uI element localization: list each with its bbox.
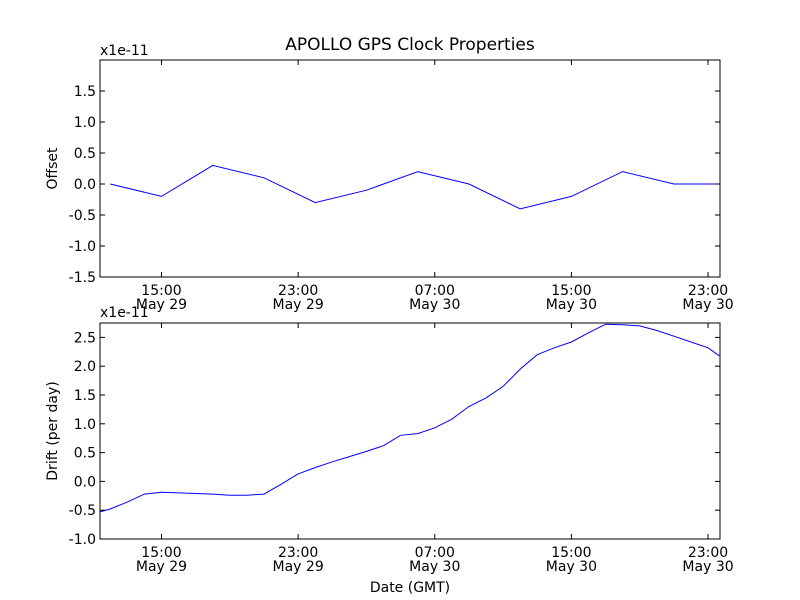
x-tick-time: 23:00	[688, 283, 728, 299]
y-tick-label: -1.5	[69, 270, 96, 286]
x-tick-date: May 30	[546, 559, 597, 575]
x-tick-date: May 29	[136, 559, 187, 575]
y-tick-label: 1.5	[74, 84, 96, 100]
y-tick-label: 2.5	[74, 330, 96, 346]
y-tick-label: 0.5	[74, 446, 96, 462]
x-tick-date: May 30	[546, 297, 597, 313]
y-tick-label: 2.0	[74, 359, 96, 375]
drift-series-line	[99, 323, 720, 513]
offset-series-line	[110, 164, 720, 210]
y-tick-label: -1.0	[69, 239, 96, 255]
y-tick-label: -0.5	[69, 503, 96, 519]
y-tick-label: 1.0	[74, 417, 96, 433]
x-tick-date: May 30	[409, 297, 460, 313]
y-tick-label: -0.5	[69, 208, 96, 224]
drift-panel: x1e-11 Drift (per day) Date (GMT) -1.0 -0…	[45, 305, 734, 596]
x-tick-time: 23:00	[278, 545, 318, 561]
offset-multiplier: x1e-11	[100, 43, 149, 59]
drift-plot-frame	[99, 322, 721, 540]
offset-y-axis-label: Offset	[45, 147, 61, 190]
offset-panel: x1e-11 Offset -1.5 -1.0 -0.5 0.0 0.5 1.0 1.5 1…	[45, 43, 734, 313]
x-tick-time: 15:00	[551, 545, 591, 561]
x-tick-date: May 30	[409, 559, 460, 575]
y-tick-label: 0.5	[74, 146, 96, 162]
drift-x-axis-label: Date (GMT)	[370, 580, 450, 596]
x-tick-date: May 30	[682, 297, 733, 313]
x-tick-time: 07:00	[415, 545, 455, 561]
x-tick-time: 15:00	[551, 283, 591, 299]
y-tick-label: 0.0	[74, 474, 96, 490]
x-tick-date: May 29	[273, 559, 324, 575]
x-tick-time: 07:00	[415, 283, 455, 299]
drift-multiplier: x1e-11	[100, 305, 149, 321]
y-tick-label: -1.0	[69, 532, 96, 548]
y-tick-label: 1.0	[74, 115, 96, 131]
x-tick-time: 23:00	[688, 545, 728, 561]
offset-y-ticks: -1.5 -1.0 -0.5 0.0 0.5 1.0 1.5	[69, 84, 720, 286]
y-tick-label: 0.0	[74, 177, 96, 193]
x-tick-date: May 30	[682, 559, 733, 575]
x-tick-date: May 29	[136, 297, 187, 313]
x-tick-time: 15:00	[141, 545, 181, 561]
drift-y-axis-label: Drift (per day)	[45, 381, 61, 480]
x-tick-time: 23:00	[278, 283, 318, 299]
x-tick-time: 15:00	[141, 283, 181, 299]
offset-plot-frame	[99, 59, 721, 278]
y-tick-label: 1.5	[74, 388, 96, 404]
chart-title: APOLLO GPS Clock Properties	[285, 35, 535, 55]
x-tick-date: May 29	[273, 297, 324, 313]
drift-y-ticks: -1.0 -0.5 0.0 0.5 1.0 1.5 2.0 2.5	[69, 330, 720, 548]
